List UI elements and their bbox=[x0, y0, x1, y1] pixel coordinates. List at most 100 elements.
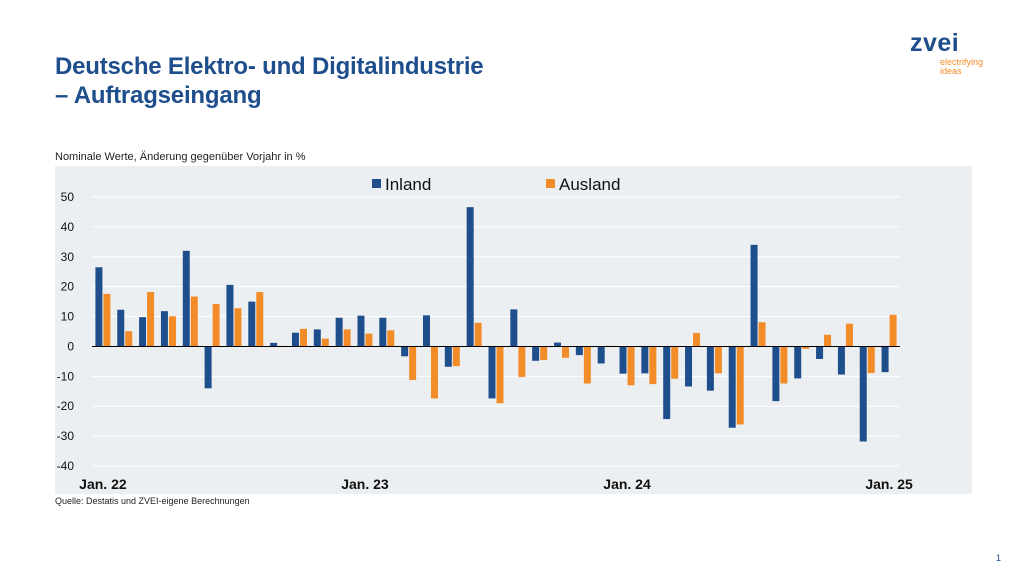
bar-inland bbox=[401, 346, 409, 357]
bar-inland bbox=[728, 346, 736, 428]
bar-ausland bbox=[693, 332, 701, 347]
bar-inland bbox=[750, 244, 758, 347]
bar-ausland bbox=[212, 304, 220, 347]
y-tick-label: -40 bbox=[57, 459, 75, 473]
source-note: Quelle: Destatis und ZVEI-eigene Berechn… bbox=[55, 496, 250, 506]
bar-inland bbox=[663, 346, 671, 420]
bar-inland bbox=[313, 329, 321, 347]
legend-swatch bbox=[546, 179, 555, 188]
y-tick-label: -30 bbox=[57, 429, 75, 443]
bar-ausland bbox=[496, 346, 504, 404]
y-tick-label: 0 bbox=[67, 339, 74, 353]
bar-ausland bbox=[321, 338, 329, 347]
logo-tagline-line-2: ideas bbox=[940, 66, 962, 76]
logo-wordmark: zvei bbox=[910, 29, 960, 57]
x-tick-label: Jan. 22 bbox=[79, 476, 127, 492]
bar-inland bbox=[532, 346, 540, 361]
bar-ausland bbox=[736, 346, 744, 425]
bar-inland bbox=[357, 315, 365, 347]
bar-inland bbox=[859, 346, 867, 442]
bar-ausland bbox=[649, 346, 657, 385]
bar-ausland bbox=[802, 346, 810, 349]
bar-ausland bbox=[627, 346, 635, 386]
bar-inland bbox=[422, 315, 430, 347]
bar-inland bbox=[379, 317, 387, 347]
bar-inland bbox=[488, 346, 496, 399]
chart-area: 50 40 30 20 10 0 -10 -20 -30 -40 Jan. 22 Jan. 23 Jan… bbox=[55, 166, 972, 494]
bar-inland bbox=[444, 346, 452, 367]
bar-ausland bbox=[867, 346, 875, 374]
bar-inland bbox=[597, 346, 605, 364]
bar-ausland bbox=[409, 346, 417, 380]
bar-ausland bbox=[256, 292, 264, 347]
y-tick-label: 30 bbox=[61, 250, 75, 264]
bar-inland bbox=[270, 342, 278, 347]
legend-label: Inland bbox=[385, 175, 431, 194]
bar-inland bbox=[160, 311, 168, 347]
legend-label: Ausland bbox=[559, 175, 620, 194]
bar-inland bbox=[794, 346, 802, 379]
bar-ausland bbox=[845, 323, 853, 347]
logo-tagline-line-1: electrifying bbox=[940, 57, 984, 67]
bar-ausland bbox=[452, 346, 460, 367]
bar-inland bbox=[816, 346, 824, 359]
bar-inland bbox=[575, 346, 583, 356]
bar-ausland bbox=[343, 329, 351, 347]
x-tick-label: Jan. 25 bbox=[865, 476, 913, 492]
bar-inland bbox=[226, 284, 234, 347]
bar-ausland bbox=[758, 322, 766, 347]
y-tick-label: 10 bbox=[61, 310, 75, 324]
bar-ausland bbox=[889, 314, 897, 347]
bar-ausland bbox=[562, 346, 570, 358]
bar-inland bbox=[641, 346, 649, 374]
bar-inland bbox=[837, 346, 845, 375]
zvei-logo: zvei electrifying ideas bbox=[910, 29, 983, 76]
bar-inland bbox=[291, 332, 299, 347]
bar-ausland bbox=[234, 308, 242, 347]
logo-tagline: electrifying ideas bbox=[940, 58, 983, 76]
bar-inland bbox=[117, 309, 125, 347]
bar-ausland bbox=[474, 322, 482, 347]
bar-ausland bbox=[671, 346, 679, 379]
bar-inland bbox=[95, 267, 103, 347]
y-tick-label: 20 bbox=[61, 280, 75, 294]
x-tick-label: Jan. 24 bbox=[603, 476, 651, 492]
y-tick-label: 50 bbox=[61, 190, 75, 204]
bar-ausland bbox=[714, 346, 722, 374]
bar-ausland bbox=[780, 346, 788, 384]
bar-ausland bbox=[387, 330, 395, 347]
legend-swatch bbox=[372, 179, 381, 188]
bar-ausland bbox=[190, 296, 198, 347]
bar-ausland bbox=[540, 346, 548, 360]
bar-ausland bbox=[518, 346, 526, 377]
bar-inland bbox=[204, 346, 212, 389]
chart-note: Nominale Werte, Änderung gegenüber Vorja… bbox=[55, 151, 306, 163]
y-tick-label: -10 bbox=[57, 369, 75, 383]
bar-inland bbox=[510, 309, 518, 347]
bar-chart: 50 40 30 20 10 0 -10 -20 -30 -40 Jan. 22 Jan. 23 Jan… bbox=[57, 175, 913, 492]
y-tick-label: 40 bbox=[61, 220, 75, 234]
bar-inland bbox=[881, 346, 889, 373]
bar-ausland bbox=[147, 292, 155, 347]
bar-inland bbox=[619, 346, 627, 374]
slide-title: Deutsche Elektro- und Digitalindustrie bbox=[55, 53, 484, 80]
bar-ausland bbox=[125, 331, 133, 347]
bar-ausland bbox=[365, 333, 373, 347]
bar-ausland bbox=[824, 334, 832, 347]
y-tick-label: -20 bbox=[57, 399, 75, 413]
bar-inland bbox=[466, 207, 474, 347]
bar-ausland bbox=[299, 328, 307, 347]
bar-ausland bbox=[430, 346, 438, 399]
bar-inland bbox=[554, 342, 562, 347]
slide-subtitle: – Auftragseingang bbox=[55, 82, 262, 109]
bar-inland bbox=[772, 346, 780, 402]
bar-ausland bbox=[583, 346, 591, 384]
bar-ausland bbox=[168, 316, 176, 347]
x-tick-label: Jan. 23 bbox=[341, 476, 389, 492]
bar-inland bbox=[139, 317, 147, 347]
bar-inland bbox=[685, 346, 693, 387]
bar-inland bbox=[182, 250, 190, 347]
bar-inland bbox=[335, 317, 343, 347]
bar-inland bbox=[248, 301, 256, 347]
bar-inland bbox=[706, 346, 714, 391]
